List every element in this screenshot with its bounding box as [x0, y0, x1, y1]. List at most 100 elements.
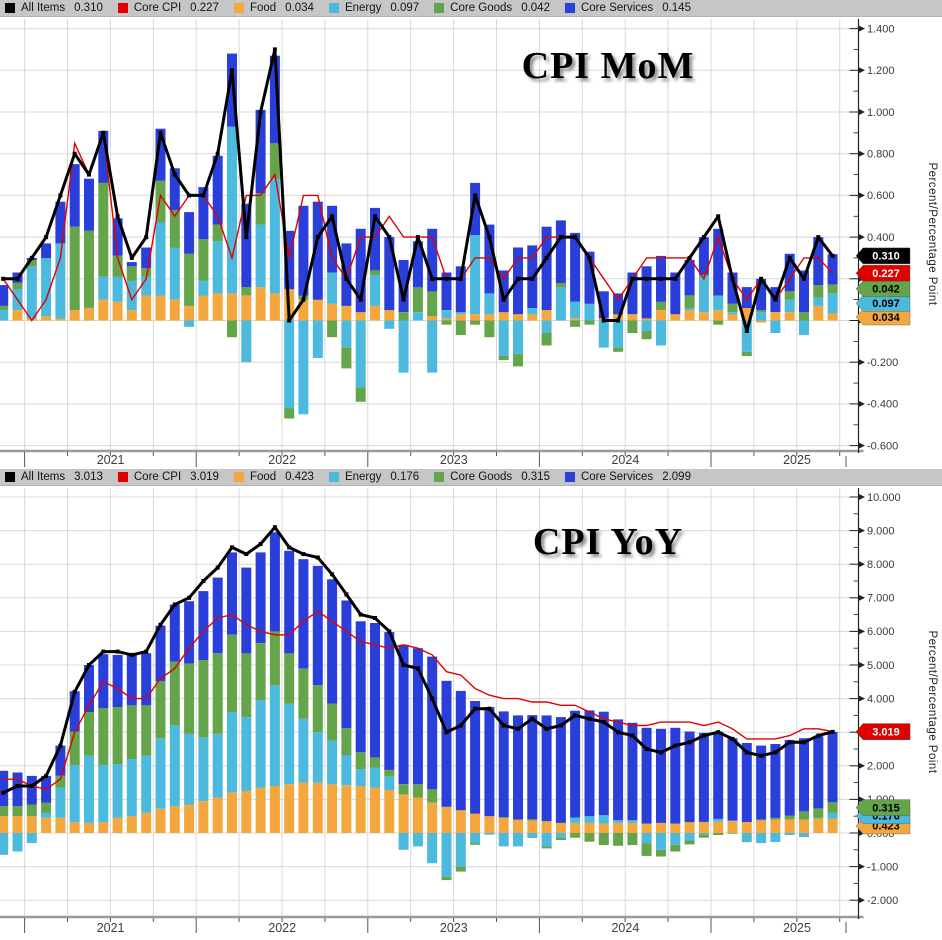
- legend-item-all-items[interactable]: All Items 3.013: [5, 471, 103, 483]
- legend-item-energy[interactable]: Energy 0.176: [328, 471, 420, 483]
- x-axis-ticks: [24, 918, 847, 933]
- legend-swatch-energy: [328, 472, 339, 482]
- bars-energy: [0, 126, 838, 415]
- legend-swatch-core-services: [564, 472, 575, 482]
- legend-swatch-core-services: [564, 3, 575, 13]
- svg-text:1.400: 1.400: [867, 23, 895, 35]
- legend-item-food[interactable]: Food 0.034: [233, 2, 314, 14]
- svg-text:0.800: 0.800: [867, 149, 895, 161]
- legend-item-core-cpi[interactable]: Core CPI 3.019: [117, 471, 219, 483]
- svg-text:0.042: 0.042: [872, 284, 900, 296]
- legend-label: All Items: [21, 2, 66, 14]
- svg-text:0.310: 0.310: [872, 251, 900, 263]
- svg-text:2022: 2022: [268, 453, 296, 467]
- legend-swatch-core-cpi: [117, 3, 128, 13]
- legend-value: 3.019: [190, 471, 219, 483]
- legend-item-all-items[interactable]: All Items 0.310: [5, 2, 103, 14]
- core-cpi-line: [3, 610, 833, 791]
- legend-swatch-all-items: [5, 3, 15, 13]
- legend-swatch-core-cpi: [117, 472, 128, 482]
- legend-value: 0.042: [521, 2, 550, 14]
- svg-text:0.600: 0.600: [867, 190, 895, 202]
- svg-text:3.019: 3.019: [872, 726, 900, 738]
- legend-item-core-cpi[interactable]: Core CPI 0.227: [117, 2, 219, 14]
- svg-text:0.034: 0.034: [872, 312, 900, 324]
- legend-label: All Items: [21, 471, 66, 483]
- legend-label: Core CPI: [133, 2, 182, 14]
- legend-swatch-food: [233, 472, 244, 482]
- svg-text:2023: 2023: [440, 453, 468, 467]
- bars-core-goods: [0, 631, 838, 881]
- svg-text:1.000: 1.000: [867, 107, 895, 119]
- last-value-badges: 0.034 0.097 0.042 0.310 0.227: [855, 247, 911, 326]
- v-gridlines: [24, 488, 841, 916]
- svg-text:2021: 2021: [97, 453, 125, 467]
- legend-swatch-core-goods: [434, 472, 445, 482]
- legend-value: 0.315: [521, 471, 550, 483]
- svg-text:2024: 2024: [611, 921, 639, 935]
- svg-text:10.000: 10.000: [867, 492, 901, 504]
- svg-text:2025: 2025: [783, 921, 811, 935]
- legend-item-energy[interactable]: Energy 0.097: [328, 2, 420, 14]
- svg-text:0.400: 0.400: [867, 232, 895, 244]
- bars-core-services: [0, 532, 838, 824]
- legend-label: Food: [249, 2, 277, 14]
- legend-item-core-services[interactable]: Core Services 0.145: [564, 2, 691, 14]
- legend-value: 0.034: [285, 2, 314, 14]
- legend-value: 0.423: [285, 471, 314, 483]
- legend-label: Energy: [344, 2, 382, 14]
- legend-value: 0.227: [190, 2, 219, 14]
- legend-bar-yoy: All Items 3.013 Core CPI 3.019 Food 0.423 Ener…: [0, 469, 942, 486]
- legend-bar-mom: All Items 0.310 Core CPI 0.227 Food 0.034 Ener…: [0, 0, 942, 17]
- legend-label: Core Goods: [450, 471, 513, 483]
- svg-text:5.000: 5.000: [867, 660, 895, 672]
- svg-text:-0.200: -0.200: [867, 357, 898, 369]
- legend-item-core-goods[interactable]: Core Goods 0.315: [434, 471, 550, 483]
- legend-label: Core Services: [580, 2, 654, 14]
- all-items-markers: [1, 525, 835, 795]
- svg-text:7.000: 7.000: [867, 593, 895, 605]
- bars-energy: [0, 685, 838, 877]
- legend-swatch-energy: [328, 3, 339, 13]
- svg-text:-2.000: -2.000: [867, 895, 898, 907]
- svg-text:0.315: 0.315: [872, 802, 900, 814]
- all-items-markers: [1, 47, 835, 333]
- legend-item-core-services[interactable]: Core Services 2.099: [564, 471, 691, 483]
- bars-food: [0, 782, 838, 833]
- svg-text:2024: 2024: [611, 453, 639, 467]
- legend-value: 0.310: [74, 2, 103, 14]
- svg-text:9.000: 9.000: [867, 525, 895, 537]
- bars-core-services: [0, 53, 838, 319]
- legend-swatch-food: [233, 3, 244, 13]
- legend-value: 2.099: [662, 471, 691, 483]
- legend-value: 0.176: [390, 471, 420, 483]
- bars-core-goods: [0, 143, 838, 419]
- legend-swatch-core-goods: [434, 3, 445, 13]
- x-axis-labels: 2021 2022 2023 2024 2025: [97, 921, 811, 935]
- svg-text:0.097: 0.097: [872, 298, 900, 310]
- y-axis-title: Percent/Percentage Point: [926, 162, 938, 305]
- svg-text:2.000: 2.000: [867, 761, 895, 773]
- svg-text:6.000: 6.000: [867, 626, 895, 638]
- legend-value: 0.145: [662, 2, 691, 14]
- legend-label: Core Goods: [450, 2, 513, 14]
- svg-text:-0.400: -0.400: [867, 399, 898, 411]
- svg-text:1.200: 1.200: [867, 65, 895, 77]
- panel-mom: 2021 2022 2023 2024 2025 -0.600 -0.400 -0.200 0.…: [0, 19, 938, 467]
- legend-label: Core CPI: [133, 471, 182, 483]
- svg-text:0.227: 0.227: [872, 268, 900, 280]
- y-axis-title: Percent/Percentage Point: [926, 630, 938, 773]
- svg-text:2021: 2021: [97, 921, 125, 935]
- legend-value: 0.097: [390, 2, 420, 14]
- legend-item-food[interactable]: Food 0.423: [233, 471, 314, 483]
- legend-swatch-all-items: [5, 472, 15, 482]
- x-axis-ticks: [24, 452, 847, 467]
- svg-text:2023: 2023: [440, 921, 468, 935]
- legend-item-core-goods[interactable]: Core Goods 0.042: [434, 2, 550, 14]
- legend-label: Energy: [344, 471, 382, 483]
- svg-text:2022: 2022: [268, 921, 296, 935]
- legend-label: Core Services: [580, 471, 654, 483]
- svg-text:-1.000: -1.000: [867, 861, 898, 873]
